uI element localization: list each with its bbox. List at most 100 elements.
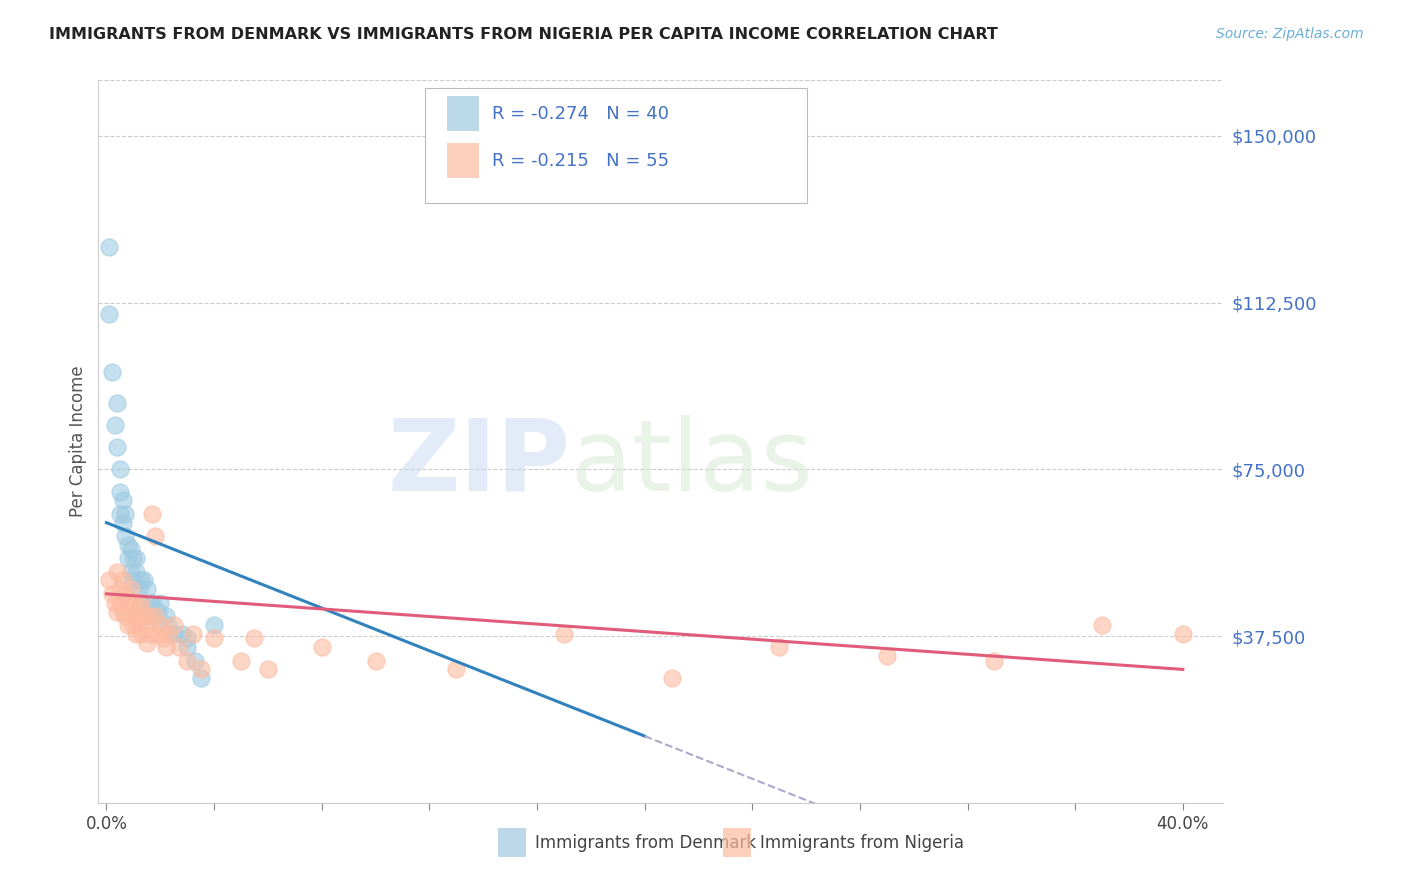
Point <box>122 574 145 588</box>
Point <box>108 507 131 521</box>
Point <box>114 587 136 601</box>
Point <box>101 364 124 378</box>
Point <box>125 609 148 624</box>
Point <box>143 609 166 624</box>
Point <box>176 640 198 655</box>
Point <box>155 640 177 655</box>
Point <box>135 618 157 632</box>
Point <box>108 582 131 597</box>
FancyBboxPatch shape <box>425 87 807 203</box>
Point <box>157 618 180 632</box>
Text: Immigrants from Denmark: Immigrants from Denmark <box>534 833 756 852</box>
Point <box>155 609 177 624</box>
Point <box>553 627 575 641</box>
Point <box>131 627 153 641</box>
FancyBboxPatch shape <box>498 828 526 857</box>
Point <box>111 605 134 619</box>
Text: Source: ZipAtlas.com: Source: ZipAtlas.com <box>1216 27 1364 41</box>
Point <box>98 307 121 321</box>
Point <box>1171 627 1194 641</box>
Point <box>661 671 683 685</box>
Text: IMMIGRANTS FROM DENMARK VS IMMIGRANTS FROM NIGERIA PER CAPITA INCOME CORRELATION: IMMIGRANTS FROM DENMARK VS IMMIGRANTS FR… <box>49 27 998 42</box>
Point <box>101 587 124 601</box>
Point <box>111 493 134 508</box>
Point <box>111 516 134 530</box>
Point <box>141 627 163 641</box>
Point <box>131 574 153 588</box>
Point <box>108 484 131 499</box>
Point <box>141 507 163 521</box>
Point <box>311 640 333 655</box>
Point <box>184 653 207 667</box>
Point <box>181 627 204 641</box>
Point <box>122 551 145 566</box>
Point <box>108 462 131 476</box>
Point <box>122 596 145 610</box>
Point <box>143 529 166 543</box>
Text: R = -0.215   N = 55: R = -0.215 N = 55 <box>492 153 669 170</box>
Point <box>98 240 121 254</box>
Point <box>125 551 148 566</box>
Point <box>135 582 157 597</box>
Point <box>117 618 139 632</box>
Point <box>983 653 1005 667</box>
Point <box>117 551 139 566</box>
Point <box>134 574 156 588</box>
Point <box>108 596 131 610</box>
Point <box>105 565 128 579</box>
FancyBboxPatch shape <box>723 828 751 857</box>
Text: atlas: atlas <box>571 415 813 512</box>
Point <box>114 507 136 521</box>
Point <box>143 609 166 624</box>
Point <box>120 542 142 557</box>
Point <box>157 627 180 641</box>
Point <box>135 636 157 650</box>
FancyBboxPatch shape <box>447 96 478 131</box>
Point <box>138 609 160 624</box>
Point <box>103 596 125 610</box>
Point <box>122 618 145 632</box>
Point <box>1091 618 1114 632</box>
Point <box>176 632 198 646</box>
Point <box>117 596 139 610</box>
Point <box>114 609 136 624</box>
Point <box>229 653 252 667</box>
Point <box>128 582 150 597</box>
Point <box>146 605 169 619</box>
Point <box>149 618 172 632</box>
Point <box>128 618 150 632</box>
Point <box>167 640 190 655</box>
Point <box>163 627 186 641</box>
Point <box>117 538 139 552</box>
Point <box>125 565 148 579</box>
Point <box>114 529 136 543</box>
Point <box>876 649 898 664</box>
Point <box>125 627 148 641</box>
Point <box>152 632 174 646</box>
Point <box>120 565 142 579</box>
Point <box>128 600 150 615</box>
Text: ZIP: ZIP <box>388 415 571 512</box>
Y-axis label: Per Capita Income: Per Capita Income <box>69 366 87 517</box>
Point <box>105 440 128 454</box>
Point <box>146 627 169 641</box>
Point <box>768 640 790 655</box>
Point <box>111 574 134 588</box>
Point <box>190 662 212 676</box>
Point <box>202 618 225 632</box>
Point <box>134 609 156 624</box>
Point <box>202 632 225 646</box>
Text: Immigrants from Nigeria: Immigrants from Nigeria <box>759 833 963 852</box>
Text: R = -0.274   N = 40: R = -0.274 N = 40 <box>492 105 669 123</box>
Point <box>131 596 153 610</box>
Point <box>257 662 280 676</box>
Point <box>170 627 193 641</box>
Point <box>138 596 160 610</box>
FancyBboxPatch shape <box>447 143 478 178</box>
Point <box>131 596 153 610</box>
Point <box>364 653 387 667</box>
Point <box>120 605 142 619</box>
Point <box>149 596 172 610</box>
Point <box>120 582 142 597</box>
Point <box>446 662 468 676</box>
